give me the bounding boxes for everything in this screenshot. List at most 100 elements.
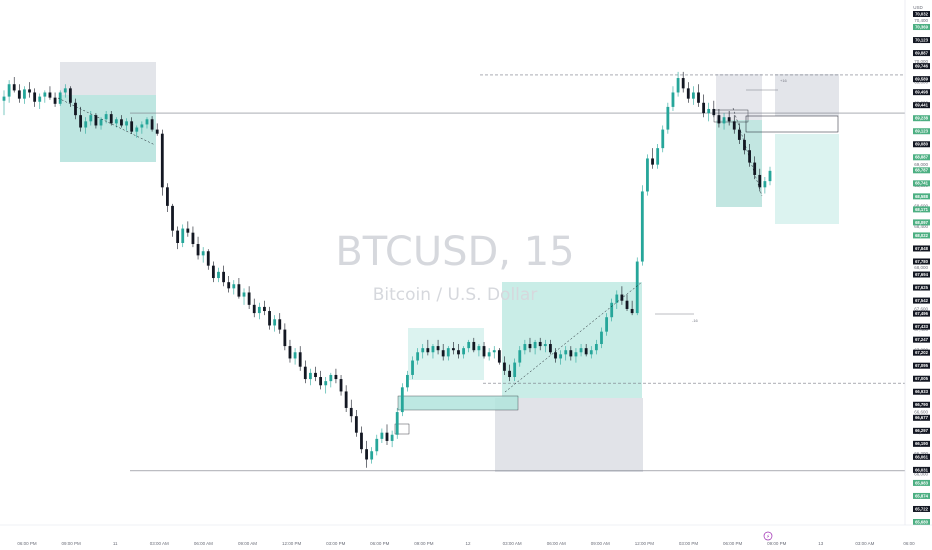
candle[interactable]: [615, 290, 619, 309]
order-block[interactable]: [745, 115, 839, 133]
candle[interactable]: [181, 224, 185, 248]
candle[interactable]: [487, 348, 491, 361]
candle[interactable]: [263, 300, 266, 316]
candle[interactable]: [293, 348, 297, 365]
candle[interactable]: [140, 121, 144, 134]
candle[interactable]: [232, 280, 236, 295]
candle[interactable]: [288, 339, 292, 363]
candle[interactable]: [523, 339, 527, 355]
candle[interactable]: [380, 428, 384, 443]
price-tag[interactable]: 69,887: [913, 50, 930, 57]
price-tag[interactable]: 67,694: [913, 271, 930, 278]
order-block[interactable]: [397, 395, 519, 411]
candle[interactable]: [298, 346, 302, 371]
candle[interactable]: [268, 306, 271, 330]
candle[interactable]: [283, 323, 287, 351]
price-tag[interactable]: 67,496: [913, 310, 930, 317]
price-tag[interactable]: 68,588: [913, 193, 930, 200]
candle[interactable]: [722, 113, 726, 130]
price-tag[interactable]: 66,677: [913, 414, 930, 421]
candle[interactable]: [206, 249, 210, 270]
candle[interactable]: [150, 116, 154, 132]
candle[interactable]: [166, 183, 169, 213]
price-tag[interactable]: 65,983: [913, 479, 930, 486]
price-tag[interactable]: 68,887: [913, 154, 930, 161]
candle[interactable]: [600, 327, 603, 349]
drawing-overlays[interactable]: -16 +16: [57, 78, 788, 393]
price-tag[interactable]: 70,032: [913, 11, 930, 17]
candle[interactable]: [431, 344, 435, 359]
candle[interactable]: [242, 288, 246, 305]
price-tag[interactable]: 66,297: [913, 427, 930, 434]
candle[interactable]: [130, 117, 134, 134]
price-axis[interactable]: 70,40070,00069,80069,60069,20069,00068,8…: [913, 11, 930, 525]
candle[interactable]: [630, 300, 634, 316]
candle[interactable]: [528, 337, 532, 353]
candle[interactable]: [303, 360, 307, 384]
candle[interactable]: [462, 346, 466, 359]
candle[interactable]: [135, 125, 139, 138]
zone-box[interactable]: [495, 398, 643, 472]
candle[interactable]: [697, 84, 700, 107]
candle[interactable]: [308, 368, 312, 386]
candle[interactable]: [227, 275, 231, 293]
price-tag[interactable]: 69,589: [913, 76, 930, 83]
candle[interactable]: [99, 117, 103, 130]
candle[interactable]: [176, 226, 180, 250]
price-tag[interactable]: 68,171: [913, 206, 930, 213]
candle[interactable]: [74, 98, 77, 120]
candle[interactable]: [492, 346, 496, 359]
candle[interactable]: [533, 339, 537, 355]
candle[interactable]: [732, 115, 736, 134]
candle[interactable]: [344, 385, 348, 413]
candle[interactable]: [48, 86, 52, 100]
price-tag[interactable]: 67,005: [913, 375, 930, 382]
candle[interactable]: [763, 177, 767, 194]
candle[interactable]: [508, 364, 511, 382]
candle[interactable]: [385, 424, 389, 446]
candle[interactable]: [625, 294, 629, 312]
candle[interactable]: [640, 185, 644, 266]
candle[interactable]: [477, 344, 481, 357]
price-tag[interactable]: 66,061: [913, 453, 930, 460]
candle[interactable]: [278, 313, 282, 334]
candle[interactable]: [63, 84, 67, 98]
candle[interactable]: [196, 236, 200, 260]
price-tag[interactable]: 65,680: [913, 519, 930, 525]
candle[interactable]: [416, 348, 420, 365]
candle[interactable]: [635, 257, 639, 316]
price-tag[interactable]: 68,787: [913, 167, 930, 174]
candle[interactable]: [620, 286, 624, 305]
candle[interactable]: [651, 148, 654, 169]
candle[interactable]: [737, 123, 741, 145]
candle[interactable]: [569, 346, 573, 361]
candle[interactable]: [43, 90, 47, 103]
price-tag[interactable]: 67,542: [913, 297, 930, 304]
candle[interactable]: [768, 166, 772, 186]
candle[interactable]: [257, 302, 261, 320]
projection-line[interactable]: [732, 107, 763, 197]
candle[interactable]: [120, 115, 123, 128]
candle[interactable]: [94, 113, 98, 129]
candle[interactable]: [513, 358, 517, 382]
candle[interactable]: [370, 447, 374, 464]
candle[interactable]: [436, 339, 440, 355]
candle[interactable]: [329, 372, 333, 388]
candle[interactable]: [273, 315, 277, 332]
candle[interactable]: [252, 298, 256, 318]
candle[interactable]: [661, 125, 665, 153]
price-tag[interactable]: 69,123: [913, 128, 930, 135]
candle[interactable]: [334, 368, 338, 384]
candle[interactable]: [186, 221, 190, 237]
zone-box[interactable]: [502, 282, 642, 398]
candle[interactable]: [584, 344, 588, 357]
candle[interactable]: [217, 267, 220, 283]
candle[interactable]: [155, 123, 159, 136]
candle[interactable]: [605, 313, 608, 336]
candle[interactable]: [589, 346, 593, 359]
candle[interactable]: [482, 341, 486, 359]
candle[interactable]: [543, 339, 547, 353]
price-tag[interactable]: 67,433: [913, 323, 930, 330]
candle[interactable]: [549, 339, 552, 355]
